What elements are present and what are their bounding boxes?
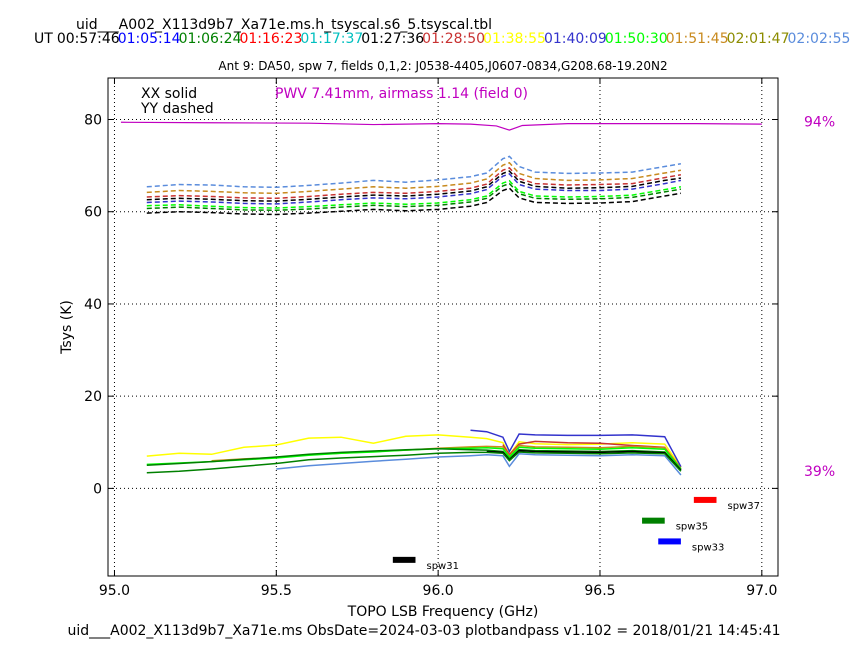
- ut-time-4: 01:17:37: [300, 31, 363, 47]
- spw-marker-spw31: [392, 556, 416, 563]
- x-tick-label-2: 96.0: [423, 583, 454, 599]
- chart-title: uid___A002_X113d9b7_Xa71e.ms.h_tsyscal.s…: [76, 17, 492, 33]
- series-9: [470, 429, 682, 468]
- tsys-series: [146, 155, 682, 476]
- spw-label-spw31: spw31: [426, 561, 458, 572]
- series-4: [146, 173, 682, 205]
- ut-time-3: 01:16:23: [239, 31, 302, 47]
- grid-lines: [108, 78, 778, 576]
- spw-label-spw37: spw37: [728, 501, 760, 512]
- y-tick-label-0: 0: [93, 481, 102, 497]
- ut-time-5: 01:27:36: [361, 31, 424, 47]
- atm-percent-low: 39%: [804, 464, 835, 480]
- ut-time-legend: UT 00:57:4601:05:1401:06:2401:16:2301:17:…: [34, 31, 850, 47]
- ut-time-9: 01:50:30: [605, 31, 668, 47]
- legend-yy: YY dashed: [140, 101, 214, 117]
- series-3: [146, 170, 682, 202]
- y-tick-label-2: 40: [84, 297, 102, 313]
- ut-time-7: 01:38:55: [483, 31, 546, 47]
- spw-markers: spw31 spw33 spw35 spw37: [392, 496, 760, 572]
- x-tick-label-4: 97.0: [746, 583, 777, 599]
- spw-marker-spw33: [658, 538, 681, 545]
- ut-time-12: 02:02:55: [788, 31, 851, 47]
- spw-marker-spw37: [693, 496, 717, 503]
- atm-transmission: [120, 121, 762, 131]
- pwv-annotation: PWV 7.41mm, airmass 1.14 (field 0): [275, 86, 528, 102]
- series-6: [146, 182, 682, 212]
- spw-marker-spw35: [642, 517, 665, 524]
- series-0: [146, 155, 682, 189]
- series-2: [146, 167, 682, 200]
- y-tick-label-4: 80: [84, 113, 102, 129]
- series-7: [146, 187, 682, 216]
- atm-percent-high: 94%: [804, 114, 835, 130]
- spw-label-spw35: spw35: [676, 522, 708, 533]
- footer-text: uid___A002_X113d9b7_Xa71e.ms ObsDate=202…: [67, 623, 780, 639]
- legend-xx: XX solid: [141, 86, 197, 102]
- x-tick-label-0: 95.0: [99, 583, 130, 599]
- x-tick-label-1: 95.5: [261, 583, 292, 599]
- y-tick-label-1: 20: [84, 389, 102, 405]
- ut-time-8: 01:40:09: [544, 31, 607, 47]
- y-axis-label: Tsys (K): [59, 300, 75, 355]
- ut-time-1: 01:05:14: [118, 31, 181, 47]
- series-8: [146, 434, 682, 468]
- chart-subtitle: Ant 9: DA50, spw 7, fields 0,1,2: J0538-…: [218, 59, 667, 73]
- series-13: [146, 447, 682, 471]
- ut-time-0: 00:57:46: [57, 31, 120, 47]
- x-axis-label: TOPO LSB Frequency (GHz): [347, 604, 539, 620]
- ut-time-2: 01:06:24: [179, 31, 242, 47]
- x-tick-label-3: 96.5: [584, 583, 615, 599]
- plot-frame: [107, 77, 779, 577]
- series-16: [276, 453, 682, 476]
- series-15: [146, 451, 682, 474]
- atm-curve: [120, 121, 762, 131]
- series-5: [146, 179, 682, 209]
- ut-time-10: 01:51:45: [666, 31, 729, 47]
- ut-time-6: 01:28:50: [422, 31, 485, 47]
- series-1: [146, 161, 682, 195]
- spw-label-spw33: spw33: [692, 542, 724, 553]
- y-tick-label-3: 60: [84, 205, 102, 221]
- axis-ticks: 95.0 95.5 96.0 96.5 97.0 0 20 40 60 80: [84, 78, 778, 599]
- ut-prefix: UT: [34, 31, 53, 47]
- ut-time-11: 02:01:47: [727, 31, 790, 47]
